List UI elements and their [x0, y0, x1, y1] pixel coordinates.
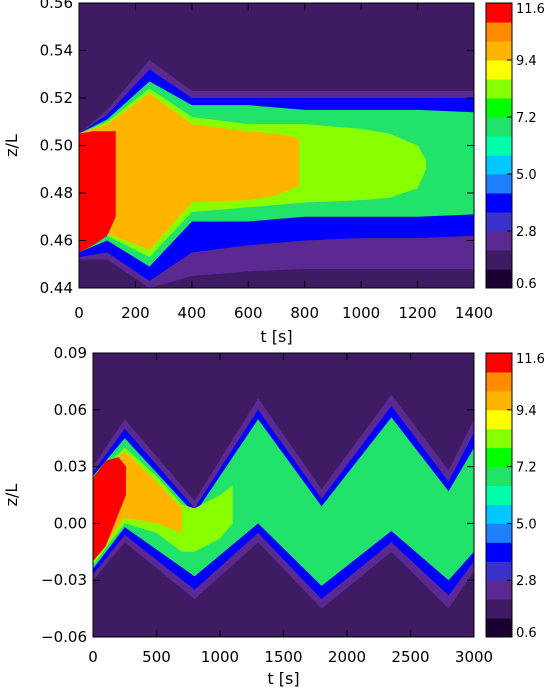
y-tick-label: 0.50 [40, 137, 73, 155]
x-tick-label: 1200 [398, 304, 436, 322]
colorbar-tick-label: 7.2 [516, 111, 537, 126]
colorbar-segment [486, 174, 512, 194]
colorbar-segment [486, 618, 512, 638]
y-tick-label: 0.44 [40, 279, 73, 297]
colorbar-segment [486, 155, 512, 175]
x-tick-label: 1400 [455, 304, 493, 322]
colorbar-segment [486, 22, 512, 42]
colorbar-segment [486, 561, 512, 581]
contour-band-5 [93, 457, 126, 562]
colorbar-segment [486, 136, 512, 156]
y-tick-label: −0.03 [41, 571, 87, 589]
colorbar-tick-label: 9.4 [516, 54, 537, 69]
colorbar-tick-label: 9.4 [516, 404, 537, 419]
x-axis-title: t [s] [267, 669, 299, 688]
colorbar-segment [486, 466, 512, 487]
colorbar-segment [486, 599, 512, 619]
colorbar-segment [486, 353, 512, 373]
y-axis-title: z/L [2, 484, 21, 507]
y-tick-label: 0.52 [40, 89, 73, 107]
colorbar-segment [486, 269, 512, 289]
x-tick-label: 0 [74, 304, 84, 322]
y-tick-label: 0.56 [40, 0, 73, 12]
colorbar-tick-label: 5.0 [516, 168, 537, 183]
colorbar-segment [486, 485, 512, 505]
y-tick-label: 0.54 [40, 42, 73, 60]
x-tick-label: 3000 [455, 648, 493, 666]
x-tick-label: 500 [142, 648, 171, 666]
x-tick-label: 0 [88, 648, 98, 666]
x-tick-label: 200 [121, 304, 150, 322]
colorbar-tick-label: 5.0 [516, 517, 537, 532]
colorbar-segment [486, 60, 512, 80]
y-axis-title: z/L [2, 134, 21, 157]
y-tick-label: 0.03 [54, 458, 87, 476]
x-tick-label: 2000 [328, 648, 366, 666]
x-tick-label: 1000 [201, 648, 239, 666]
colorbar-segment [486, 409, 512, 430]
colorbar-segment [486, 193, 512, 213]
colorbar-tick-label: 7.2 [516, 461, 537, 476]
colorbar-segment [486, 447, 512, 468]
colorbar-segment [486, 580, 512, 600]
x-axis-title: t [s] [260, 327, 292, 346]
colorbar-segment [486, 390, 512, 411]
y-tick-label: 0.48 [40, 184, 73, 202]
colorbar-tick-label: 11.6 [516, 2, 545, 17]
contour-band-5 [79, 131, 116, 253]
x-tick-label: 1500 [264, 648, 302, 666]
y-tick-label: 0.06 [54, 401, 87, 419]
x-tick-label: 600 [234, 304, 263, 322]
colorbar-tick-label: 2.8 [516, 574, 537, 589]
colorbar-tick-label: 11.6 [516, 352, 545, 367]
colorbar: 0.6 2.8 5.0 7.2 9.4 11.6 [485, 352, 545, 641]
colorbar-segment [486, 504, 512, 524]
colorbar-tick-label: 0.6 [516, 277, 537, 292]
top-heatmap-panel: 0 200 400 600 800 1000 1200 1400 0.44 0.46 0.48 0.5… [2, 0, 545, 346]
y-tick-label: 0.09 [54, 344, 87, 362]
colorbar-segment [486, 371, 512, 392]
colorbar-segment [486, 79, 512, 99]
y-tick-label: 0.46 [40, 232, 73, 250]
colorbar-segment [486, 41, 512, 61]
x-tick-label: 2500 [391, 648, 429, 666]
x-tick-label: 1000 [342, 304, 380, 322]
bottom-heatmap-panel: 0 500 1000 1500 2000 2500 3000 −0.06 −0.03 0.00 0.… [2, 344, 545, 688]
colorbar-segment [486, 428, 512, 449]
contour-band-4 [79, 93, 300, 253]
x-tick-label: 800 [290, 304, 319, 322]
colorbar-segment [486, 231, 512, 251]
y-tick-label: 0.00 [54, 514, 87, 532]
colorbar-tick-label: 0.6 [516, 626, 537, 641]
colorbar-segment [486, 542, 512, 562]
colorbar-segment [486, 3, 512, 23]
colorbar-segment [486, 212, 512, 232]
colorbar-tick-label: 2.8 [516, 225, 537, 240]
colorbar-segment [486, 250, 512, 270]
x-tick-label: 400 [178, 304, 207, 322]
y-tick-label: −0.06 [41, 628, 87, 646]
colorbar-segment [486, 98, 512, 118]
colorbar: 0.6 2.8 5.0 7.2 9.4 11.6 [485, 2, 545, 292]
colorbar-segment [486, 523, 512, 543]
colorbar-segment [486, 117, 512, 137]
